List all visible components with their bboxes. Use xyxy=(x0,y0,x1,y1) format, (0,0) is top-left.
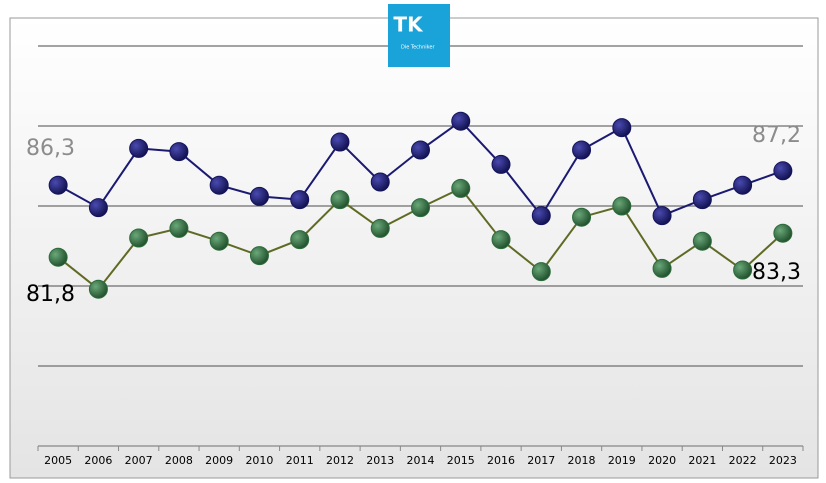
x-tick-label: 2020 xyxy=(648,454,676,467)
logo xyxy=(388,4,450,67)
x-tick-label: 2017 xyxy=(527,454,555,467)
marker xyxy=(169,142,189,162)
x-tick-label: 2021 xyxy=(688,454,716,467)
marker xyxy=(249,246,269,266)
x-tick-label: 2016 xyxy=(487,454,515,467)
marker xyxy=(652,206,672,226)
marker xyxy=(773,161,793,181)
marker xyxy=(411,198,430,218)
marker xyxy=(88,198,108,218)
marker xyxy=(531,262,551,282)
frame xyxy=(9,17,819,479)
value-label: 86,3 xyxy=(26,136,75,161)
marker xyxy=(330,190,350,210)
marker xyxy=(572,140,592,160)
marker xyxy=(169,218,189,238)
x-tick-label: 2012 xyxy=(326,454,354,467)
x-tick-label: 2019 xyxy=(608,454,636,467)
logo-text: Die Techniker xyxy=(401,45,435,51)
marker xyxy=(48,247,68,267)
marker xyxy=(290,190,310,210)
logo-mark: TK xyxy=(393,13,424,37)
marker xyxy=(451,178,471,198)
marker xyxy=(491,230,511,250)
x-tick-label: 2008 xyxy=(165,454,193,467)
marker xyxy=(773,223,793,243)
marker xyxy=(290,230,310,250)
marker xyxy=(733,175,753,195)
x-tick-label: 2022 xyxy=(729,454,757,467)
marker xyxy=(129,228,149,248)
marker xyxy=(612,118,632,138)
marker xyxy=(572,207,592,227)
marker xyxy=(129,138,149,158)
marker xyxy=(491,154,511,174)
x-tick-label: 2018 xyxy=(568,454,596,467)
x-tick-label: 2010 xyxy=(245,454,273,467)
x-tick-label: 2011 xyxy=(286,454,314,467)
x-tick-label: 2015 xyxy=(447,454,475,467)
x-tick-label: 2023 xyxy=(769,454,797,467)
marker xyxy=(733,260,753,280)
marker xyxy=(531,206,551,226)
marker xyxy=(209,175,229,195)
marker xyxy=(209,231,229,251)
x-tick-label: 2014 xyxy=(407,454,435,467)
x-tick-label: 2005 xyxy=(44,454,72,467)
marker xyxy=(48,175,68,195)
marker xyxy=(411,140,430,160)
marker xyxy=(370,218,390,238)
x-tick-label: 2007 xyxy=(125,454,153,467)
x-tick-label: 2009 xyxy=(205,454,233,467)
x-tick-label: 2013 xyxy=(366,454,394,467)
marker xyxy=(652,258,672,278)
x-tick-label: 2006 xyxy=(84,454,112,467)
value-label: 81,8 xyxy=(26,282,75,307)
marker xyxy=(88,279,108,299)
value-label: 83,3 xyxy=(752,260,801,285)
marker xyxy=(249,186,269,206)
marker xyxy=(692,190,712,210)
marker xyxy=(370,172,390,192)
marker xyxy=(330,132,350,152)
value-label: 87,2 xyxy=(752,123,801,148)
marker xyxy=(612,196,632,216)
marker xyxy=(451,111,471,131)
marker xyxy=(692,231,712,251)
